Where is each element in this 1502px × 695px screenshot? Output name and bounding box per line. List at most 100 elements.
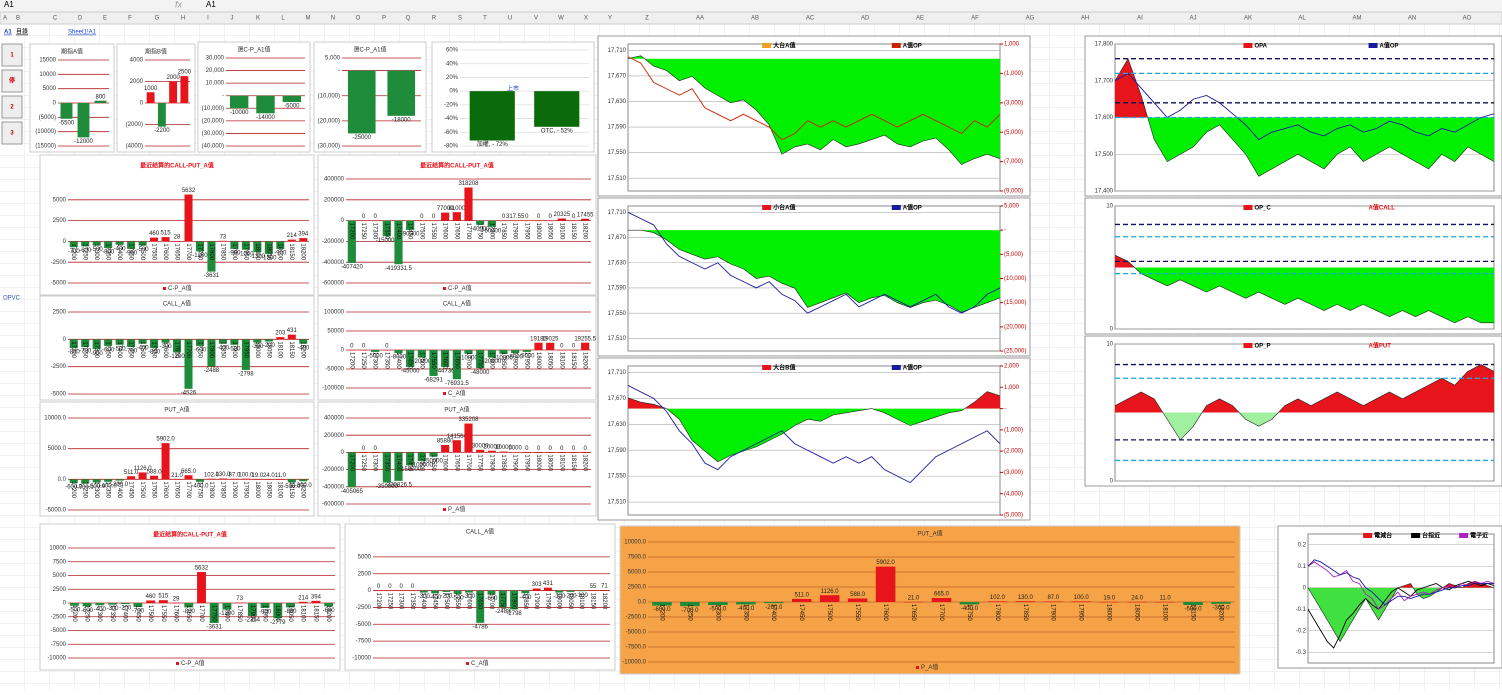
data-label: -800 [68,350,81,356]
x-tick-label: 17200 [658,604,664,621]
bar [406,350,415,368]
button[interactable] [1,121,23,145]
x-tick-label: 17950 [242,243,248,260]
y-tick-label: 0 [53,101,57,107]
bar [464,423,473,453]
y-tick-label: -5000 [356,622,372,628]
data-label: 511.0 [124,470,139,476]
x-tick-label: 17250 [360,352,366,369]
button-label[interactable]: 停 [9,77,15,85]
x-tick-label: 17650 [173,341,179,358]
data-label: -10000 [230,110,249,116]
data-label: 1126.0 [821,589,840,595]
data-label: -20000 [412,359,431,365]
data-label: -500 [68,607,81,613]
y2-tick-label: (15,000) [1004,300,1026,306]
x-tick-label: 17500 [418,223,424,240]
x-tick-label: 18100 [578,593,584,610]
bar [452,212,461,221]
legend-swatch [1411,533,1421,538]
y-tick-label: 5000.0 [48,446,67,452]
button[interactable] [1,43,23,67]
bar [499,350,508,354]
x-tick-label: 17350 [109,605,115,622]
data-label: 加權, - 72% [477,140,509,148]
data-label: 0 [560,446,564,452]
data-label: -900 [228,250,241,256]
bar [764,602,784,604]
button-label[interactable]: 2 [10,105,14,111]
bar [157,103,166,127]
y2-tick-label: (1,000) [1004,71,1023,77]
x-tick-label: 17450 [798,604,804,621]
x-tick-label: 18200 [300,341,306,358]
y-tick-label: 200000 [324,433,345,439]
data-label: 515 [161,231,172,237]
formula-content[interactable]: A1 [206,0,216,9]
bar [522,452,531,453]
chart-title: 最近結算的CALL-PUT_A值 [153,531,227,539]
bar [161,443,170,480]
y-tick-label: 15000 [39,58,56,64]
y-tick-label: 17,400 [1095,189,1114,195]
data-label: 28 [174,235,181,241]
data-label: -500.0 [1185,607,1203,613]
x-tick-label: 17300 [372,223,378,240]
data-label: 77000 [437,206,454,212]
bar [287,479,296,483]
x-tick-label: 17400 [116,481,122,498]
column-letter: H [181,16,185,22]
x-tick-label: 17300 [93,341,99,358]
data-label: -90000 [401,232,420,238]
data-label: -900 [274,250,287,256]
chart-title: 選C-P_A1值 [353,46,386,54]
sheet-link[interactable]: A1 [4,30,12,36]
data-label: 0 [525,446,529,452]
data-label: -200 [440,593,453,599]
data-label: 55 [590,584,597,590]
x-tick-label: 17300 [93,481,99,498]
x-tick-label: 17750 [196,243,202,260]
bar [133,603,143,607]
button-label[interactable]: 3 [10,131,14,137]
y-tick-label: 5000 [53,573,67,579]
y-tick-label: 30,000 [206,56,225,62]
bar [207,339,216,367]
bar [417,350,426,358]
bar [406,452,415,466]
bar [555,590,564,593]
sheet-link[interactable]: 目錄 [16,28,28,36]
x-tick-label: 17650 [173,243,179,260]
bar [487,220,496,227]
name-box[interactable]: A1 [4,0,14,9]
y-tick-label: (15000) [35,144,56,150]
x-tick-label: 17900 [512,454,518,471]
sheet-link[interactable]: Sheet1!A1 [68,30,97,36]
column-letter: E [103,16,107,22]
chart-area [39,523,341,671]
bar [577,590,586,592]
bar [324,603,334,607]
data-label: -12000 [74,139,93,145]
data-label: -200 [263,343,276,349]
column-letter: AN [1408,16,1416,22]
x-tick-label: 18000 [535,454,541,471]
button-label[interactable]: 1 [10,53,14,59]
x-tick-label: 17850 [500,454,506,471]
data-label: -700.0 [681,608,699,614]
y-tick-label: 17,710 [608,48,627,54]
data-label: 21.0 [908,595,920,601]
data-label: 87.0 [229,472,241,478]
bar [138,472,147,480]
button[interactable] [1,69,23,93]
legend-swatch [443,287,446,290]
bar [417,452,426,461]
button[interactable] [1,95,23,119]
data-label: -2488 [204,368,220,374]
x-tick-label: 18200 [582,352,588,369]
line [627,385,1001,484]
data-label: -5000 [284,104,300,110]
bar [1155,601,1175,603]
column-letter: AH [1081,16,1089,22]
data-label: 0 [420,214,424,220]
